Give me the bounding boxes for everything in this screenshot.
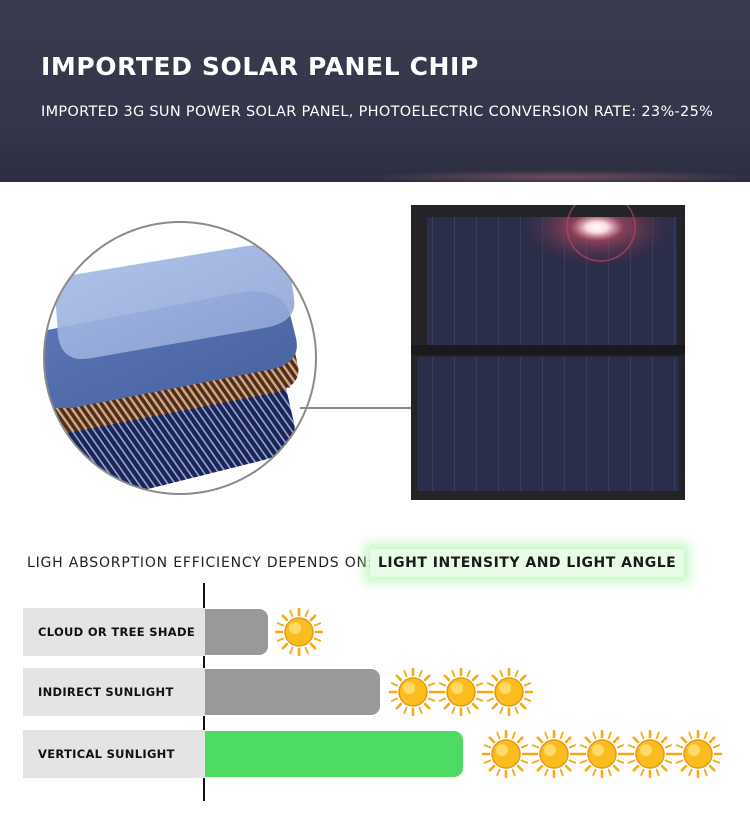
sun-icon [482, 730, 530, 778]
sun-icon [578, 730, 626, 778]
comparison-bar [205, 669, 380, 715]
comparison-label: VERTICAL SUNLIGHT [23, 730, 205, 778]
comparison-label: CLOUD OR TREE SHADE [23, 608, 205, 656]
comparison-bar [205, 609, 268, 655]
comparison-row: CLOUD OR TREE SHADE [0, 608, 750, 656]
sun-icon [275, 608, 323, 656]
banner-title: IMPORTED SOLAR PANEL CHIP [41, 52, 479, 81]
comparison-row: VERTICAL SUNLIGHT [0, 730, 750, 778]
sun-icon [530, 730, 578, 778]
sun-icon [485, 668, 533, 716]
banner-subtitle: IMPORTED 3G SUN POWER SOLAR PANEL, PHOTO… [41, 104, 714, 120]
sun-icon [437, 668, 485, 716]
comparison-bar [205, 731, 463, 777]
sun-icon [674, 730, 722, 778]
banner-glow [360, 170, 750, 182]
absorption-highlight: LIGHT INTENSITY AND LIGHT ANGLE [370, 549, 685, 577]
solar-chip-layers-icon [43, 221, 317, 495]
sun-icon [626, 730, 674, 778]
absorption-label: LIGH ABSORPTION EFFICIENCY DEPENDS ON: [27, 555, 374, 571]
comparison-label: INDIRECT SUNLIGHT [23, 668, 205, 716]
sun-icon [389, 668, 437, 716]
solar-panel-photo [411, 205, 685, 500]
comparison-row: INDIRECT SUNLIGHT [0, 668, 750, 716]
header-banner: IMPORTED SOLAR PANEL CHIP IMPORTED 3G SU… [0, 0, 750, 182]
